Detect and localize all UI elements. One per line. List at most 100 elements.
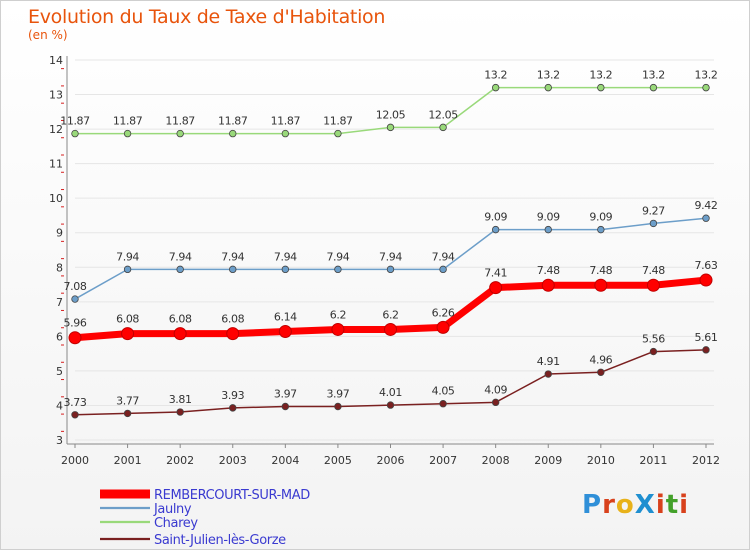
data-label: 11.87 — [165, 115, 195, 128]
data-point — [646, 278, 660, 292]
data-point — [541, 278, 555, 292]
data-label: 7.94 — [221, 250, 244, 263]
data-point — [281, 402, 290, 411]
legend-label: Jaulny — [153, 502, 192, 517]
data-point — [331, 322, 345, 336]
chart-title: Evolution du Taux de Taxe d'Habitation — [28, 6, 386, 28]
data-point — [491, 83, 500, 92]
data-point — [384, 322, 397, 336]
data-label: 13.2 — [642, 69, 665, 82]
data-label: 7.63 — [695, 259, 718, 272]
data-point — [544, 370, 552, 378]
data-label: 4.01 — [379, 386, 402, 399]
legend-item: Charey — [100, 516, 199, 531]
data-point — [173, 327, 187, 341]
data-label: 9.27 — [642, 204, 665, 217]
data-point — [702, 214, 710, 222]
x-tick-label: 2003 — [219, 454, 247, 467]
data-point — [229, 404, 237, 412]
data-label: 9.42 — [695, 199, 718, 212]
data-label: 6.26 — [432, 306, 455, 319]
y-tick-label: 8 — [56, 261, 63, 274]
legend-item: Saint-Julien-lès-Gorze — [100, 533, 287, 548]
data-label: 6.2 — [382, 308, 398, 321]
data-label: 6.14 — [274, 311, 297, 324]
data-label: 7.48 — [589, 264, 612, 277]
legend-label: Charey — [154, 516, 198, 531]
data-point — [649, 219, 658, 228]
data-label: 6.08 — [116, 313, 139, 326]
y-tick-label: 3 — [56, 434, 63, 447]
data-point — [176, 408, 184, 416]
data-point — [334, 402, 342, 411]
x-tick-label: 2007 — [429, 454, 457, 467]
data-label: 7.94 — [379, 250, 402, 263]
data-point — [176, 129, 184, 138]
data-point — [649, 83, 658, 92]
data-label: 7.94 — [326, 250, 349, 263]
data-label: 13.2 — [537, 69, 560, 82]
y-tick-label: 11 — [49, 158, 63, 171]
x-tick-label: 2012 — [692, 454, 720, 467]
data-label: 13.2 — [589, 69, 612, 82]
data-point — [226, 327, 240, 341]
data-label: 3.77 — [116, 394, 139, 407]
x-tick-label: 2011 — [639, 454, 667, 467]
data-label: 6.2 — [330, 308, 346, 321]
data-label: 4.05 — [432, 385, 455, 398]
series-charey: 11.87 11.87 11.87 11.87 11.87 11.87 12.05 12.05… — [60, 69, 718, 138]
data-point — [386, 401, 395, 409]
x-tick-label: 2004 — [271, 454, 299, 467]
y-tick-label: 7 — [56, 296, 63, 309]
x-tick-label: 2008 — [482, 454, 510, 467]
data-label: 7.94 — [274, 250, 297, 263]
data-point — [71, 295, 79, 303]
data-point — [281, 129, 290, 138]
x-tick-label: 2001 — [114, 454, 142, 467]
data-point — [597, 368, 605, 376]
data-point — [71, 129, 79, 138]
data-label: 7.48 — [537, 264, 560, 277]
data-point — [436, 320, 450, 334]
data-point — [386, 265, 395, 274]
data-label: 3.81 — [169, 393, 192, 406]
data-label: 13.2 — [484, 69, 507, 82]
x-tick-label: 2010 — [587, 454, 615, 467]
y-tick-label: 10 — [49, 192, 63, 205]
data-point — [491, 398, 500, 407]
data-label: 13.2 — [695, 69, 718, 82]
data-point — [386, 123, 395, 132]
data-point — [594, 278, 608, 292]
series-rembercourt-sur-mad: 5.96 6.08 6.08 6.08 6.14 6.2 6.2 6.26 7.41 7.48 7.… — [64, 259, 718, 345]
data-label: 11.87 — [218, 115, 248, 128]
legend-item: Jaulny — [100, 502, 192, 517]
x-tick-label: 2002 — [166, 454, 194, 467]
y-tick-label: 4 — [56, 399, 63, 412]
data-label: 11.87 — [113, 115, 143, 128]
data-point — [229, 129, 237, 138]
chart-subtitle: (en %) — [28, 28, 68, 42]
data-label: 7.08 — [64, 280, 87, 293]
y-tick-label: 6 — [56, 330, 63, 343]
x-tick-label: 2006 — [377, 454, 405, 467]
y-tick-label: 5 — [56, 365, 63, 378]
data-label: 3.73 — [64, 396, 87, 409]
data-point — [439, 400, 447, 408]
series-layer: 11.87 11.87 11.87 11.87 11.87 11.87 12.05 12.05… — [60, 69, 718, 419]
data-label: 7.94 — [169, 250, 192, 263]
data-label: 3.97 — [326, 387, 349, 400]
data-point — [176, 265, 184, 274]
data-label: 12.05 — [428, 108, 458, 121]
data-label: 5.96 — [64, 317, 87, 330]
data-label: 11.87 — [60, 115, 90, 128]
data-label: 9.09 — [537, 211, 560, 224]
data-point — [71, 411, 79, 419]
y-tick-label: 9 — [56, 227, 63, 240]
data-label: 6.08 — [221, 313, 244, 326]
data-label: 11.87 — [323, 115, 353, 128]
data-point — [544, 225, 552, 234]
data-point — [597, 225, 605, 234]
data-point — [123, 129, 132, 138]
